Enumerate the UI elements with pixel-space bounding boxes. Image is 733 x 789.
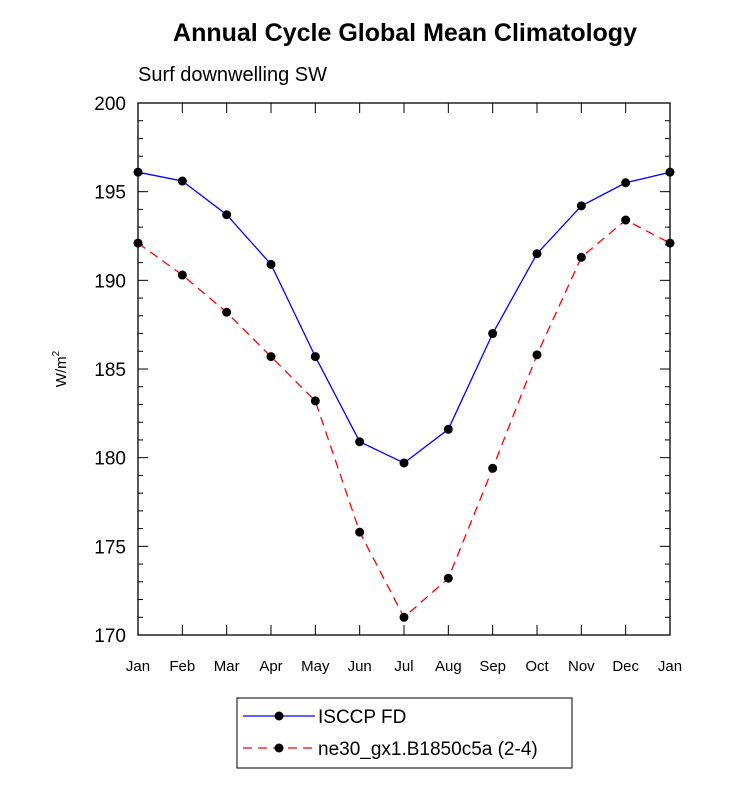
x-tick-label: Dec [612, 658, 639, 675]
data-point-series-1 [621, 215, 631, 225]
data-point-series-1 [488, 463, 498, 473]
x-tick-label: Jan [658, 658, 682, 675]
y-tick-labels: 170 175 180 185 190 195 200 [94, 94, 126, 647]
y-tick-label: 175 [94, 537, 126, 558]
series-line-1 [137, 219, 671, 619]
x-tick-label: Oct [525, 658, 549, 675]
data-point-series-1 [222, 307, 232, 317]
data-point-series-0 [576, 201, 586, 211]
data-point-series-0 [443, 424, 453, 434]
axis-ticks [137, 102, 671, 636]
x-tick-label: Jan [126, 658, 150, 675]
data-point-series-0 [621, 178, 631, 188]
y-axis-label-superscript: 2 [51, 350, 62, 356]
y-tick-label: 200 [94, 94, 126, 115]
data-point-series-1 [443, 573, 453, 583]
series-layer [133, 167, 675, 622]
y-axis-label: W/m2 [51, 350, 70, 387]
y-tick-label: 180 [94, 449, 126, 470]
data-point-series-1 [266, 352, 276, 362]
x-tick-label: Jul [394, 658, 413, 675]
x-tick-label: Jun [348, 658, 372, 675]
data-point-series-1 [133, 238, 143, 248]
x-tick-label: May [301, 658, 330, 675]
data-point-series-1 [576, 252, 586, 262]
data-point-series-1 [177, 270, 187, 280]
y-tick-label: 195 [94, 183, 126, 204]
data-point-series-0 [399, 458, 409, 468]
y-tick-label: 185 [94, 360, 126, 381]
legend-label-isccp: ISCCP FD [318, 707, 406, 728]
chart-title: Annual Cycle Global Mean Climatology [173, 19, 637, 47]
x-tick-label: Apr [259, 658, 282, 675]
legend-label-ne30: ne30_gx1.B1850c5a (2-4) [318, 739, 538, 760]
data-point-series-0 [532, 249, 542, 259]
x-tick-label: Mar [214, 658, 240, 675]
chart-subtitle: Surf downwelling SW [138, 64, 327, 86]
data-point-series-0 [222, 210, 232, 220]
legend-marker-ne30 [274, 743, 284, 753]
svg-text:W/m2: W/m2 [51, 350, 70, 387]
data-point-series-0 [266, 259, 276, 269]
legend-item-ne30: ne30_gx1.B1850c5a (2-4) [243, 739, 538, 760]
x-tick-label: Feb [169, 658, 195, 675]
data-point-series-1 [310, 396, 320, 406]
y-tick-label: 190 [94, 271, 126, 292]
data-point-series-0 [133, 167, 143, 177]
y-tick-label: 170 [94, 626, 126, 647]
legend-item-isccp: ISCCP FD [243, 707, 406, 728]
legend-box [236, 697, 573, 769]
legend: ISCCP FD ne30_gx1.B1850c5a (2-4) [236, 697, 573, 769]
data-point-series-0 [177, 176, 187, 186]
x-tick-labels: Jan Feb Mar Apr May Jun Jul Aug Sep Oct Nov Dec Jan [126, 658, 682, 675]
legend-marker-isccp [274, 711, 284, 721]
data-point-series-1 [355, 527, 365, 537]
data-point-series-0 [665, 167, 675, 177]
data-point-series-0 [355, 437, 365, 447]
data-point-series-0 [488, 329, 498, 339]
data-point-series-0 [310, 352, 320, 362]
x-tick-label: Nov [568, 658, 595, 675]
series-line-0 [137, 171, 671, 464]
x-tick-label: Aug [435, 658, 462, 675]
data-point-series-1 [532, 350, 542, 360]
data-point-series-1 [399, 612, 409, 622]
data-point-series-1 [665, 238, 675, 248]
y-axis-label-text: W/m [53, 356, 70, 387]
x-tick-label: Sep [479, 658, 506, 675]
plot-frame [137, 102, 671, 636]
